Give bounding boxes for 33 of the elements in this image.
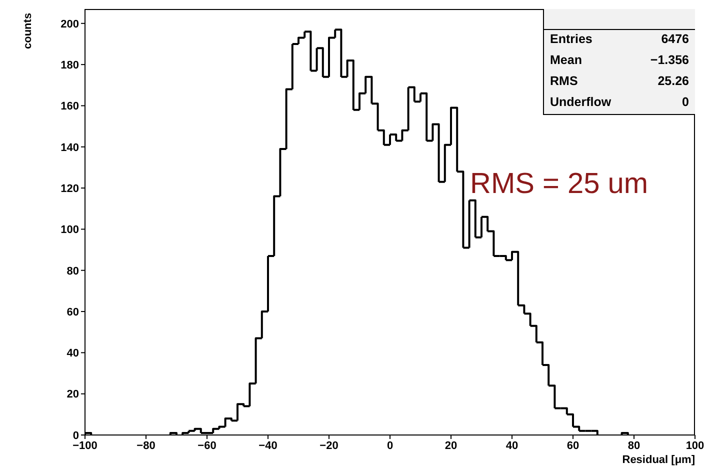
annotation: RMS [550, 74, 578, 90]
y-tick-label: 120 [60, 182, 79, 195]
y-tick-label: 0 [72, 430, 79, 442]
annotation: 0 [682, 95, 689, 111]
y-tick-label: 140 [60, 142, 79, 154]
x-tick-label: −20 [320, 440, 338, 452]
annotation: Underflow [550, 95, 612, 111]
x-tick-label: −40 [258, 440, 278, 452]
annotation: Mean [550, 53, 582, 69]
annotation: 25.26 [658, 74, 689, 90]
y-tick-label: 40 [66, 348, 79, 360]
y-tick-label: 180 [60, 59, 79, 72]
x-tick-label: 80 [628, 440, 640, 452]
annotation: Entries [550, 32, 592, 48]
annotation: 6476 [661, 32, 689, 48]
x-tick-label: 20 [444, 440, 458, 452]
x-tick-label: 60 [566, 440, 580, 452]
annotation: RMS = 25 um [470, 168, 648, 201]
x-axis-title: Residual [μm] [622, 454, 695, 466]
annotation: −1.356 [650, 53, 689, 69]
y-axis-title: counts [22, 12, 34, 49]
y-tick-label: 100 [60, 224, 79, 236]
y-tick-label: 60 [66, 306, 79, 318]
y-tick-label: 80 [66, 265, 79, 278]
x-tick-label: 40 [506, 440, 518, 452]
y-tick-label: 20 [66, 388, 79, 401]
x-tick-label: −80 [136, 440, 156, 452]
x-tick-label: −100 [72, 440, 98, 452]
y-tick-label: 160 [60, 100, 79, 113]
x-tick-label: 100 [686, 440, 704, 452]
x-tick-label: −60 [198, 440, 216, 452]
x-tick-label: 0 [386, 440, 394, 452]
y-tick-label: 200 [60, 18, 79, 30]
